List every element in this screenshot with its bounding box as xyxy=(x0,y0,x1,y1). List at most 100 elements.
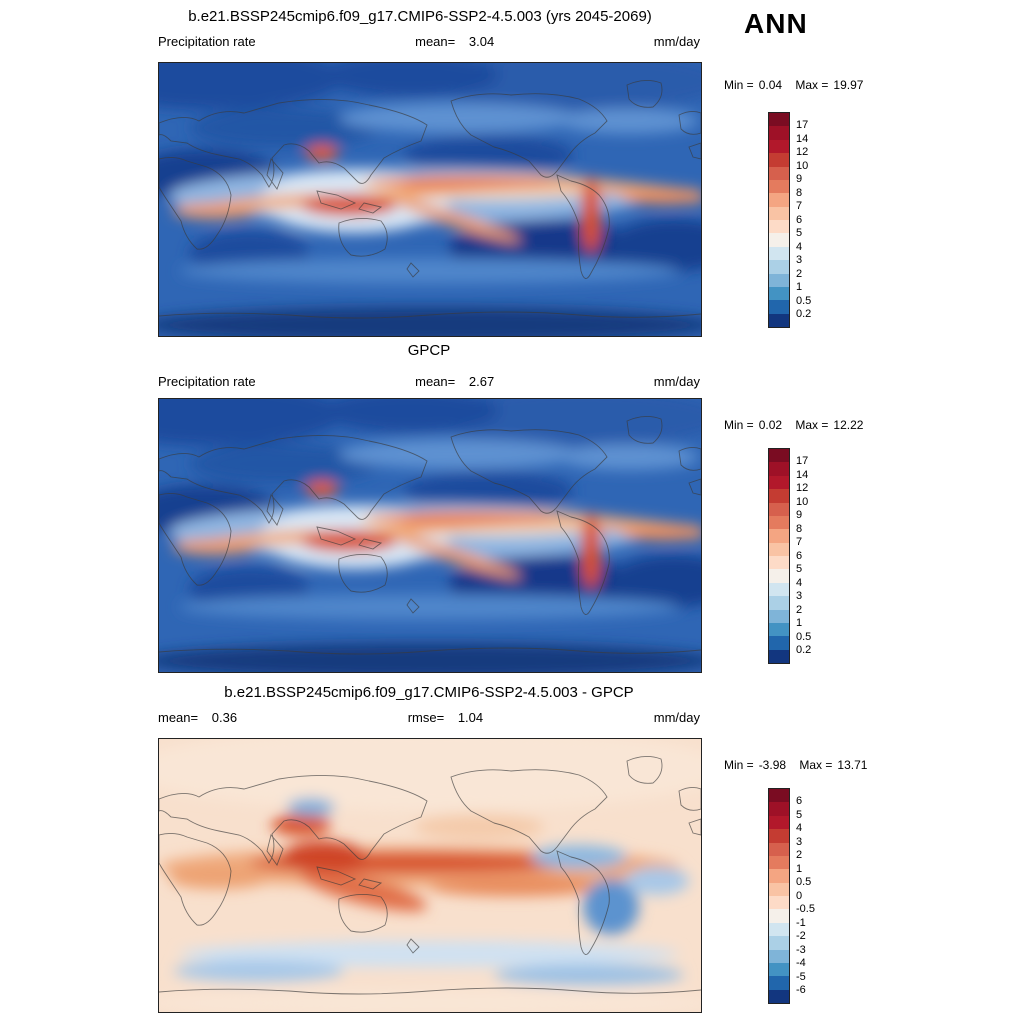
colorbar-segment xyxy=(769,246,789,261)
colorbar-tick-label: 5 xyxy=(796,227,803,239)
colorbar-tick-labels: 17 14 12 10 9 8 7 6 5 4 3 2 1 0.5 0.2 xyxy=(796,112,830,328)
colorbar-segment xyxy=(769,233,789,247)
colorbar-tick-label: 10 xyxy=(796,495,809,508)
colorbar-segment xyxy=(769,206,789,220)
panel1-min-value: 0.04 xyxy=(758,78,783,92)
colorbar-tick-label: 3 xyxy=(796,254,803,266)
panel2-colorbar: 17 14 12 10 9 8 7 6 5 4 3 2 1 0.5 0.2 xyxy=(768,448,830,664)
colorbar-segment xyxy=(769,542,789,556)
colorbar-tick-label: 0.5 xyxy=(796,876,812,888)
colorbar-tick-label: 3 xyxy=(796,590,803,602)
colorbar-segment xyxy=(769,802,789,816)
colorbar-segment xyxy=(769,475,789,490)
colorbar-segment xyxy=(769,313,789,327)
colorbar-tick-label: 2 xyxy=(796,603,803,616)
colorbar-tick-label: 1 xyxy=(796,281,803,293)
colorbar-segment xyxy=(769,649,789,663)
colorbar-segment xyxy=(769,489,789,503)
panel2-max-value: 12.22 xyxy=(833,418,864,432)
colorbar-segment xyxy=(769,582,789,597)
panel3-mean: mean= 0.36 xyxy=(158,710,237,725)
panel3-mean-value: 0.36 xyxy=(211,710,238,725)
colorbar-tick-label: 0.5 xyxy=(796,294,812,307)
colorbar-segment xyxy=(769,622,789,637)
colorbar-segment xyxy=(769,273,789,287)
colorbar-tick-label: 2 xyxy=(796,267,803,280)
colorbar-tick-label: 4 xyxy=(796,240,803,253)
colorbar-tick-label: 1 xyxy=(796,862,803,875)
colorbar-segment xyxy=(769,179,789,194)
colorbar-tick-label: 12 xyxy=(796,146,809,158)
panel1-map xyxy=(158,62,702,337)
colorbar-tick-label: -3 xyxy=(796,943,806,956)
colorbar-tick-label: 0.2 xyxy=(796,644,812,656)
colorbar-tick-label: 8 xyxy=(796,186,803,199)
panel1-max-label: Max = xyxy=(795,78,829,92)
panel2-min-value: 0.02 xyxy=(758,418,783,432)
panel3-colorbar: 6 5 4 3 2 1 0.5 0 -0.5 -1 -2 -3 -4 -5 -6 xyxy=(768,788,830,1004)
colorbar-tick-label: 14 xyxy=(796,468,809,481)
colorbar-tick-label: -4 xyxy=(796,957,806,969)
colorbar-tick-label: 0 xyxy=(796,889,803,902)
colorbar-segment xyxy=(769,515,789,530)
colorbar-segment xyxy=(769,153,789,167)
colorbar-segment xyxy=(769,300,789,314)
panel3-mean-label: mean= xyxy=(158,710,199,725)
panel1-mean: mean= 3.04 xyxy=(415,34,494,49)
panel3-min-value: -3.98 xyxy=(758,758,787,772)
panel1-colorbar: 17 14 12 10 9 8 7 6 5 4 3 2 1 0.5 0.2 xyxy=(768,112,830,328)
colorbar-tick-label: 4 xyxy=(796,576,803,589)
colorbar-tick-label: 10 xyxy=(796,159,809,172)
colorbar-tick-label: 2 xyxy=(796,849,803,861)
figure-title: b.e21.BSSP245cmip6.f09_g17.CMIP6-SSP2-4.… xyxy=(188,8,652,25)
colorbar-tick-label: 3 xyxy=(796,835,803,848)
colorbar-segment xyxy=(769,829,789,843)
panel2-subtitle: GPCP xyxy=(407,342,451,359)
colorbar-tick-label: 12 xyxy=(796,482,809,494)
panel1-min-label: Min = xyxy=(724,78,754,92)
colorbar-tick-label: 17 xyxy=(796,455,809,467)
colorbar-segment xyxy=(769,569,789,583)
colorbar-segment xyxy=(769,113,789,127)
panel2-header-row: Precipitation rate mean= 2.67 mm/day xyxy=(158,374,700,389)
colorbar-segment xyxy=(769,949,789,963)
panel2-units-label: mm/day xyxy=(653,374,700,389)
panel1-units-label: mm/day xyxy=(653,34,700,49)
colorbar-segment xyxy=(769,193,789,207)
panel2-mean: mean= 2.67 xyxy=(415,374,494,389)
colorbar-segment xyxy=(769,815,789,830)
colorbar-tick-label: 9 xyxy=(796,509,803,521)
colorbar-segment xyxy=(769,126,789,140)
panel3-subtitle: b.e21.BSSP245cmip6.f09_g17.CMIP6-SSP2-4.… xyxy=(224,684,634,701)
panel1-minmax: Min = 0.04 Max = 19.97 xyxy=(724,78,873,92)
colorbar-segment xyxy=(769,896,789,910)
colorbar-tick-label: 17 xyxy=(796,119,809,131)
colorbar-tick-label: 5 xyxy=(796,808,803,821)
colorbar-tick-label: 14 xyxy=(796,132,809,145)
panel1-max-value: 19.97 xyxy=(833,78,864,92)
colorbar-tick-label: -2 xyxy=(796,930,806,942)
panel1-header-row: Precipitation rate mean= 3.04 mm/day xyxy=(158,34,700,49)
colorbar-tick-label: -0.5 xyxy=(796,903,815,915)
panel2-min-label: Min = xyxy=(724,418,754,432)
colorbar-segment xyxy=(769,922,789,937)
colorbar-segment xyxy=(769,502,789,516)
colorbar-tick-labels: 17 14 12 10 9 8 7 6 5 4 3 2 1 0.5 0.2 xyxy=(796,448,830,664)
panel2-mean-value: 2.67 xyxy=(468,374,495,389)
colorbar-tick-label: 6 xyxy=(796,213,803,226)
colorbar-segment xyxy=(769,596,789,610)
colorbar-tick-label: -6 xyxy=(796,984,806,996)
colorbar-segment xyxy=(769,449,789,463)
colorbar-tick-label: 1 xyxy=(796,617,803,629)
colorbar-segment xyxy=(769,855,789,870)
colorbar-tick-label: 4 xyxy=(796,822,803,834)
panel2-max-label: Max = xyxy=(795,418,829,432)
panel3-header-row: mean= 0.36 rmse= 1.04 mm/day xyxy=(158,710,700,725)
panel1-variable-label: Precipitation rate xyxy=(158,34,256,49)
panel1-mean-value: 3.04 xyxy=(468,34,495,49)
panel1-mean-label: mean= xyxy=(415,34,456,49)
panel3-max-label: Max = xyxy=(799,758,833,772)
colorbar-segment xyxy=(769,462,789,476)
colorbar-segment xyxy=(769,976,789,990)
